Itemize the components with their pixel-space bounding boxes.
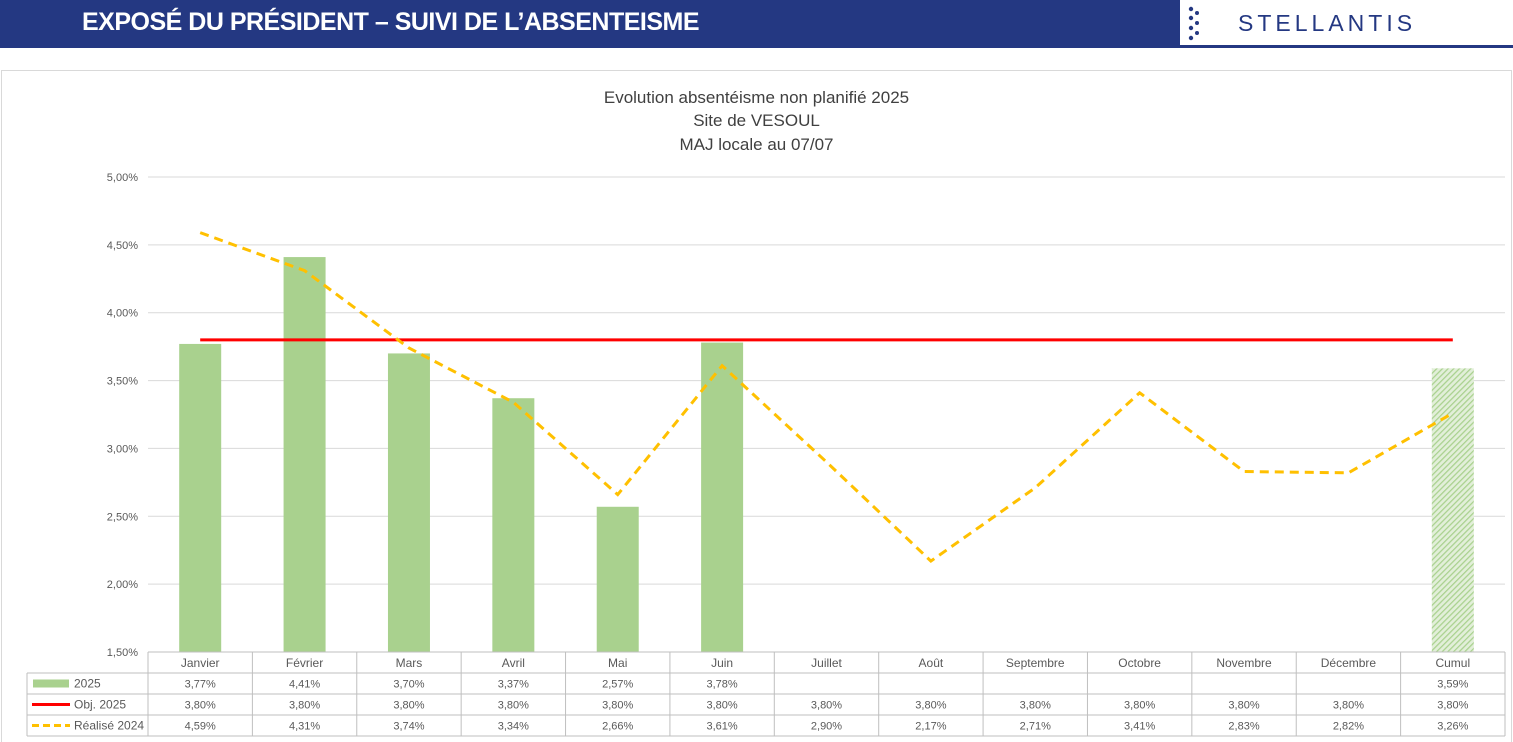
table-value: 3,80% bbox=[811, 700, 842, 712]
category-label: Cumul bbox=[1435, 656, 1470, 670]
legend-series-name: 2025 bbox=[74, 677, 101, 691]
category-label: Février bbox=[286, 656, 323, 670]
header-title-bar: EXPOSÉ DU PRÉSIDENT – SUIVI DE L’ABSENTE… bbox=[0, 0, 1180, 45]
y-tick-label: 2,00% bbox=[107, 579, 138, 591]
table-value: 3,80% bbox=[185, 700, 216, 712]
table-value: 2,90% bbox=[811, 721, 842, 733]
realise-2024-line bbox=[199, 231, 1454, 564]
y-tick-label: 5,00% bbox=[107, 172, 138, 184]
data-table: Janvier Février Mars Avril Mai Juin Juillet Aoû… bbox=[26, 651, 1506, 737]
legend-series-name: Obj. 2025 bbox=[74, 698, 126, 712]
header-divider bbox=[0, 45, 1513, 48]
category-label: Novembre bbox=[1216, 656, 1272, 670]
table-value: 3,80% bbox=[707, 700, 738, 712]
table-value: 3,37% bbox=[498, 679, 529, 691]
chart-subtitle-site: Site de VESOUL bbox=[693, 111, 820, 130]
table-value: 2,57% bbox=[602, 679, 633, 691]
table-value: 2,71% bbox=[1020, 721, 1051, 733]
bar bbox=[596, 506, 639, 652]
table-value: 3,41% bbox=[1124, 721, 1155, 733]
table-value: 3,26% bbox=[1437, 721, 1468, 733]
table-value: 3,70% bbox=[393, 679, 424, 691]
category-label: Octobre bbox=[1118, 656, 1161, 670]
table-value: 3,80% bbox=[1020, 700, 1051, 712]
bar bbox=[283, 257, 326, 652]
bar bbox=[179, 343, 222, 652]
legend-series-name: Réalisé 2024 bbox=[74, 719, 144, 733]
y-tick-label: 1,50% bbox=[107, 647, 138, 659]
table-value: 3,80% bbox=[602, 700, 633, 712]
y-axis-ticks: 5,00% 4,50% 4,00% 3,50% 3,00% 2,50% 2,00% 1,50% bbox=[107, 172, 138, 659]
y-tick-label: 2,50% bbox=[107, 511, 138, 523]
table-value: 3,34% bbox=[498, 721, 529, 733]
table-value: 3,80% bbox=[1228, 700, 1259, 712]
category-label: Mai bbox=[608, 656, 627, 670]
table-value: 3,61% bbox=[707, 721, 738, 733]
page-header: EXPOSÉ DU PRÉSIDENT – SUIVI DE L’ABSENTE… bbox=[0, 0, 1513, 48]
y-tick-label: 3,50% bbox=[107, 376, 138, 388]
table-value: 2,83% bbox=[1228, 721, 1259, 733]
y-tick-label: 3,00% bbox=[107, 443, 138, 455]
table-value: 3,80% bbox=[915, 700, 946, 712]
series-lines bbox=[199, 231, 1454, 564]
table-value: 4,59% bbox=[185, 721, 216, 733]
bars-2025 bbox=[179, 257, 1474, 652]
table-value: 2,17% bbox=[915, 721, 946, 733]
table-value: 4,41% bbox=[289, 679, 320, 691]
table-value: 3,80% bbox=[1124, 700, 1155, 712]
stellantis-logo-text: STELLANTIS bbox=[1238, 10, 1417, 36]
bar bbox=[701, 342, 744, 652]
table-value: 3,78% bbox=[707, 679, 738, 691]
table-value: 2,66% bbox=[602, 721, 633, 733]
chart-title: Evolution absentéisme non planifié 2025 bbox=[603, 88, 910, 107]
grid-lines bbox=[148, 176, 1505, 653]
page-title: EXPOSÉ DU PRÉSIDENT – SUIVI DE L’ABSENTE… bbox=[82, 8, 700, 36]
table-value: 3,80% bbox=[393, 700, 424, 712]
chart-frame bbox=[1, 70, 1512, 742]
category-label: Avril bbox=[502, 656, 525, 670]
category-label: Juillet bbox=[811, 656, 842, 670]
category-label: Janvier bbox=[181, 656, 220, 670]
category-label: Septembre bbox=[1006, 656, 1065, 670]
bar bbox=[387, 353, 430, 652]
chart-subtitle-update: MAJ locale au 07/07 bbox=[679, 135, 834, 154]
category-label: Juin bbox=[711, 656, 733, 670]
category-label: Décembre bbox=[1321, 656, 1377, 670]
category-label: Août bbox=[919, 656, 944, 670]
table-value: 3,74% bbox=[393, 721, 424, 733]
legend-key-2025 bbox=[33, 679, 69, 688]
stellantis-dots-logo-icon bbox=[1188, 6, 1199, 41]
table-value: 3,80% bbox=[1437, 700, 1468, 712]
table-value: 3,80% bbox=[498, 700, 529, 712]
y-tick-label: 4,50% bbox=[107, 240, 138, 252]
bar bbox=[492, 398, 535, 652]
category-label: Mars bbox=[396, 656, 423, 670]
table-value: 3,77% bbox=[185, 679, 216, 691]
y-tick-label: 4,00% bbox=[107, 308, 138, 320]
table-value: 3,80% bbox=[1333, 700, 1364, 712]
table-value: 4,31% bbox=[289, 721, 320, 733]
table-value: 3,80% bbox=[289, 700, 320, 712]
bar-cumul bbox=[1431, 368, 1474, 652]
table-value: 2,82% bbox=[1333, 721, 1364, 733]
table-value: 3,59% bbox=[1437, 679, 1468, 691]
